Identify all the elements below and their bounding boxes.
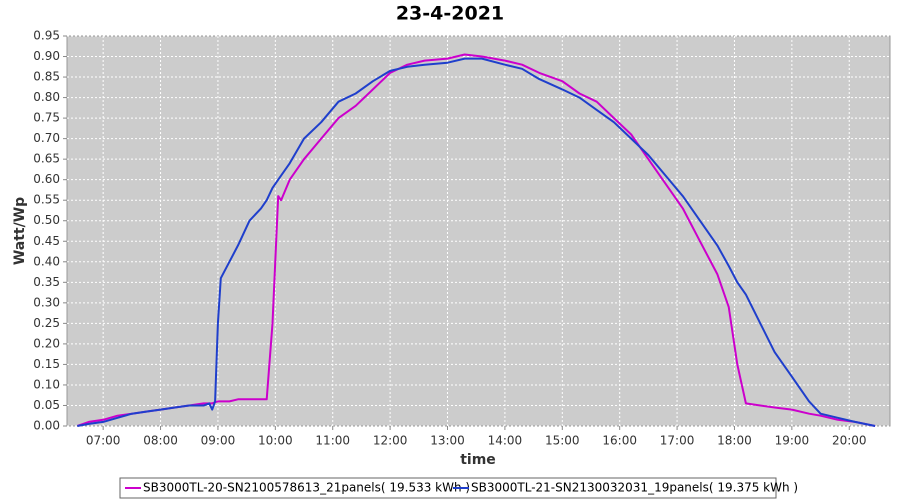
y-tick-label: 0.40 (33, 254, 60, 268)
y-tick-label: 0.75 (33, 111, 60, 125)
chart-title: 23-4-2021 (396, 3, 504, 25)
y-tick-label: 0.15 (33, 357, 60, 371)
legend-label: SB3000TL-20-SN2100578613_21panels( 19.53… (143, 481, 470, 495)
y-tick-label: 0.55 (33, 193, 60, 207)
x-tick-label: 07:00 (86, 434, 121, 448)
y-tick-label: 0.00 (33, 419, 60, 433)
legend-label: SB3000TL-21-SN2130032031_19panels( 19.37… (471, 481, 798, 495)
x-tick-label: 12:00 (373, 434, 408, 448)
x-tick-label: 16:00 (602, 434, 637, 448)
legend (119, 477, 777, 499)
x-tick-label: 17:00 (660, 434, 695, 448)
x-tick-label: 13:00 (430, 434, 465, 448)
y-tick-label: 0.95 (33, 29, 60, 43)
x-tick-label: 19:00 (775, 434, 810, 448)
x-tick-label: 11:00 (315, 434, 350, 448)
y-tick-label: 0.80 (33, 90, 60, 104)
plot-area (66, 35, 891, 427)
y-tick-label: 0.65 (33, 152, 60, 166)
series-line (77, 57, 876, 427)
x-tick-label: 18:00 (717, 434, 752, 448)
y-tick-label: 0.30 (33, 295, 60, 309)
y-tick-label: 0.35 (33, 275, 60, 289)
y-axis-label: Watt/Wp (12, 197, 28, 265)
x-tick-label: 10:00 (258, 434, 293, 448)
y-tick-label: 0.60 (33, 172, 60, 186)
y-tick-label: 0.10 (33, 377, 60, 391)
x-tick-label: 09:00 (201, 434, 236, 448)
x-tick-label: 15:00 (545, 434, 580, 448)
y-tick-label: 0.05 (33, 398, 60, 412)
x-axis-label: time (460, 452, 496, 468)
y-tick-label: 0.20 (33, 336, 60, 350)
y-tick-label: 0.45 (33, 234, 60, 248)
x-tick-label: 20:00 (832, 434, 867, 448)
y-tick-label: 0.90 (33, 49, 60, 63)
y-tick-label: 0.70 (33, 131, 60, 145)
x-tick-label: 14:00 (488, 434, 523, 448)
y-tick-label: 0.50 (33, 213, 60, 227)
y-tick-label: 0.25 (33, 316, 60, 330)
y-tick-label: 0.85 (33, 70, 60, 84)
x-tick-label: 08:00 (143, 434, 178, 448)
